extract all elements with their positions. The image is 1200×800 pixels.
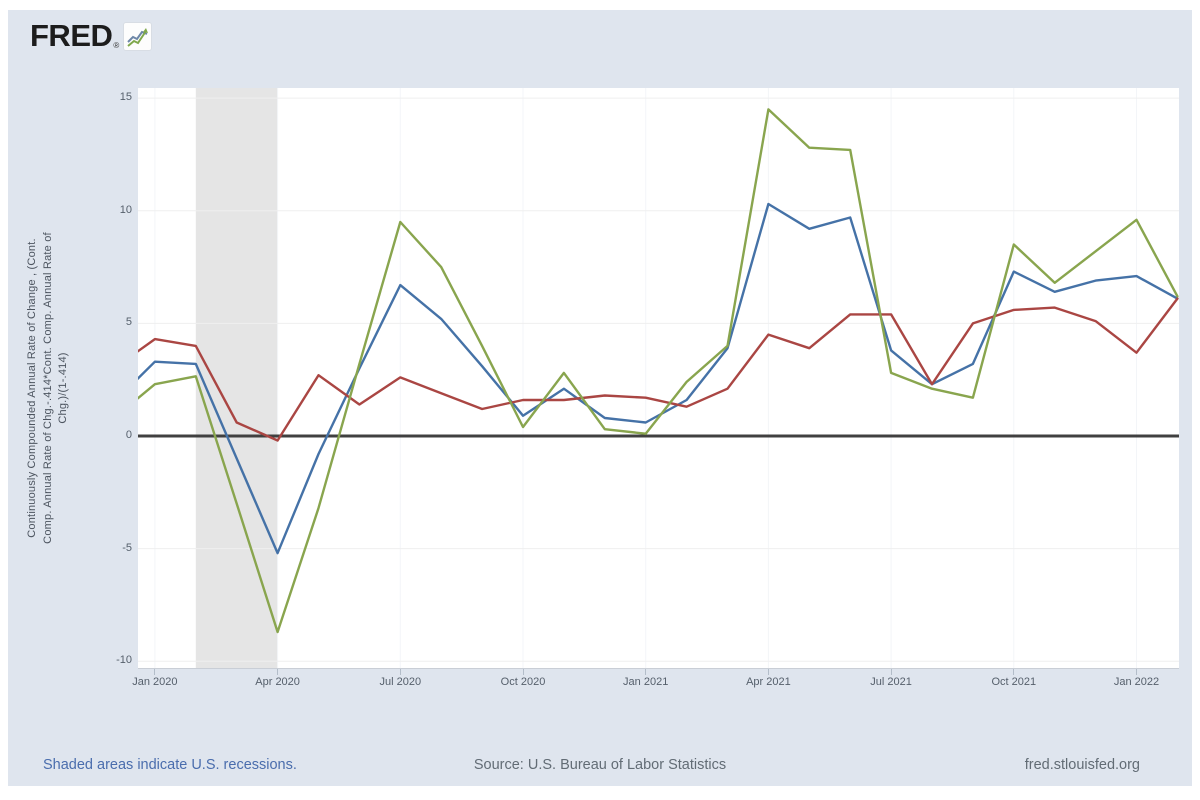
y-tick-label: 15	[119, 91, 132, 104]
plot-area	[138, 88, 1179, 669]
x-tick-mark	[522, 669, 524, 675]
y-tick-label: 5	[125, 316, 132, 329]
fred-sparkline-icon	[123, 21, 153, 51]
y-axis-title: Continuously Compounded Annual Rate of C…	[25, 78, 73, 698]
fred-logo-text: FRED	[30, 18, 113, 53]
x-tick-label: Oct 2021	[991, 676, 1037, 688]
x-tick-mark	[277, 669, 279, 675]
x-tick-label: Apr 2020	[255, 676, 300, 688]
green-series-line	[138, 108, 1179, 634]
x-tick-label: Jul 2021	[870, 676, 912, 688]
y-axis-title-line: Chg.)/(1-.414)	[57, 352, 69, 424]
x-tick-label: Jan 2020	[132, 676, 178, 688]
x-tick-mark	[1136, 669, 1137, 675]
chart-svg	[138, 88, 1179, 668]
blue-series-line	[138, 202, 1179, 555]
y-axis-title-line: Comp. Annual Rate of Chg.-.414*Cont. Com…	[41, 232, 54, 544]
y-axis-title-line: Continuously Compounded Annual Rate of C…	[26, 238, 38, 538]
x-tick-mark	[154, 669, 156, 675]
x-tick-label: Jan 2021	[623, 676, 669, 688]
x-tick-mark	[1013, 669, 1015, 675]
recession-note-link[interactable]: Shaded areas indicate U.S. recessions.	[43, 757, 297, 773]
x-tick-mark	[767, 669, 769, 675]
x-tick-label: Jul 2020	[379, 676, 422, 688]
x-tick-label: Apr 2021	[746, 676, 791, 688]
y-tick-label: -10	[116, 654, 132, 667]
x-tick-mark	[645, 669, 647, 675]
red-series-line	[138, 297, 1179, 442]
y-tick-label: -5	[122, 541, 132, 554]
fred-logo-registered-mark: ®	[113, 41, 120, 50]
x-tick-mark	[890, 669, 892, 675]
x-tick-mark	[399, 669, 401, 675]
site-text: fred.stlouisfed.org	[1024, 757, 1140, 773]
y-tick-label: 10	[119, 203, 132, 216]
x-tick-label: Jan 2022	[1113, 676, 1160, 688]
recession-band	[195, 88, 278, 668]
source-text: Source: U.S. Bureau of Labor Statistics	[473, 757, 727, 773]
x-tick-label: Oct 2020	[500, 676, 546, 688]
fred-logo: FRED ®	[30, 18, 153, 54]
y-tick-label: 0	[125, 429, 132, 441]
